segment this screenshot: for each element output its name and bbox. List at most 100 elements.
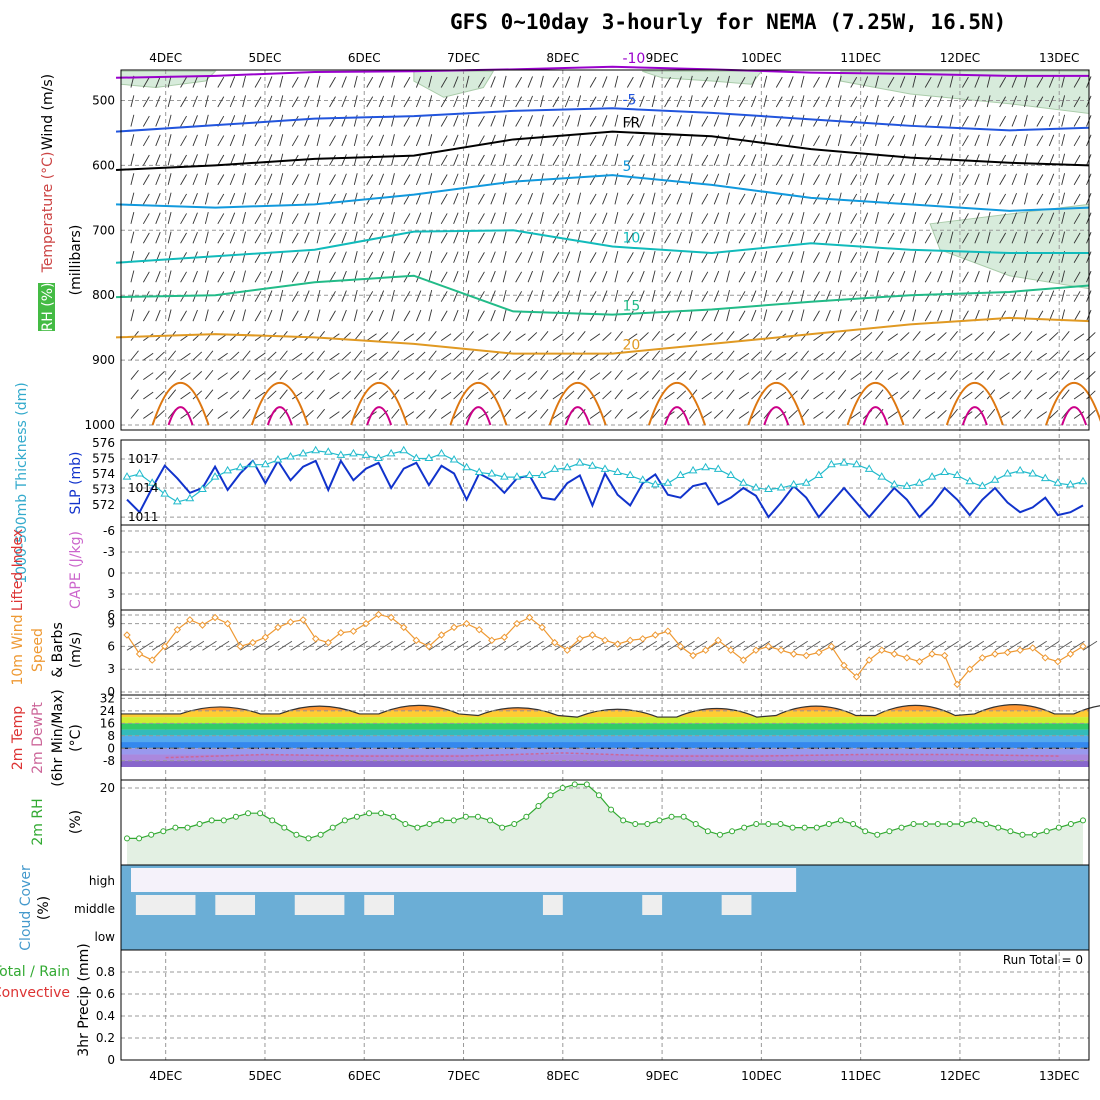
wind-barb: [738, 232, 746, 244]
wind-barb: [788, 290, 794, 302]
wind-barb: [614, 369, 623, 380]
wind-barb: [763, 350, 772, 361]
thickness-point: [349, 448, 358, 457]
wind-barb: [850, 252, 858, 263]
wind-barb: [378, 251, 385, 263]
wind-barb: [726, 331, 735, 341]
date-label-bottom: 9DEC: [646, 1069, 679, 1083]
wind-barb: [875, 114, 879, 127]
wind-barb: [937, 371, 947, 380]
wind-barb: [1036, 352, 1047, 361]
wind-barb: [378, 76, 385, 88]
wind-barb: [614, 134, 619, 147]
rh-point: [995, 824, 1002, 831]
wind-barb: [155, 390, 165, 400]
wind-barb: [217, 232, 225, 244]
wind-barb: [887, 174, 895, 186]
wind-barb: [440, 391, 452, 400]
wind-speed-point: [651, 631, 660, 639]
wind-barb: [515, 391, 526, 400]
wind-barb: [254, 96, 262, 108]
wind-barb: [962, 213, 969, 225]
wind-barb: [974, 270, 980, 283]
thickness-point: [160, 489, 170, 497]
wind-barb: [478, 232, 485, 244]
cloud-unit-label: (%): [36, 896, 52, 920]
wind-barb: [490, 154, 496, 166]
wind-barb: [180, 135, 187, 147]
thickness-point: [1015, 465, 1025, 474]
wind-barb: [788, 351, 798, 361]
wind-barb: [242, 270, 246, 283]
wind-barb: [490, 290, 496, 302]
wind-barb: [577, 173, 582, 185]
date-label-bottom: 6DEC: [348, 1069, 381, 1083]
wind-barb: [416, 332, 426, 341]
wind-barb: [403, 352, 415, 361]
wind-barb: [130, 114, 135, 127]
wind-barb: [490, 309, 496, 322]
wind-barb: [142, 115, 150, 127]
wind-barb: [751, 193, 757, 205]
wind-barb: [912, 369, 921, 380]
thickness-point: [965, 476, 975, 485]
rh-point: [426, 821, 433, 827]
rh-point: [414, 824, 421, 831]
wind-barb-10m: [353, 640, 368, 651]
wind-barb: [329, 174, 336, 186]
wind-barb: [564, 371, 575, 380]
wind-barb: [353, 408, 363, 419]
wind-speed-point: [538, 623, 546, 632]
wind-barb: [850, 213, 858, 225]
wind-barb: [701, 411, 712, 419]
wind-barb: [1061, 153, 1066, 166]
rh-shading: [929, 203, 1090, 290]
wind-barb: [751, 76, 757, 88]
slp-line: [126, 458, 1084, 519]
rh-point: [958, 821, 965, 827]
rh-point: [644, 821, 651, 827]
thickness-label: 1000-500mb Thickness (dm): [14, 382, 30, 583]
temp-contour-25: [1045, 381, 1100, 426]
rh-point: [124, 835, 130, 842]
wind-barb: [204, 95, 209, 108]
wind-barb: [899, 231, 906, 244]
wind-barb: [527, 212, 533, 224]
wind-barb: [887, 252, 895, 263]
rh-shading: [413, 70, 495, 98]
wind-barb: [403, 333, 415, 341]
wind-barb: [850, 154, 858, 166]
wind-barb: [651, 331, 661, 341]
wind-barb: [428, 289, 433, 302]
wind-barb: [155, 409, 165, 419]
wind-speed-point: [374, 610, 383, 619]
wind-barb: [626, 310, 634, 322]
wind-barb: [552, 76, 560, 88]
wind-barb: [602, 332, 612, 341]
wind-barb: [614, 389, 623, 400]
wind-barb: [701, 333, 712, 341]
wind-barb: [751, 115, 757, 127]
wind-barb: [1024, 95, 1028, 108]
wind-barb: [924, 115, 932, 127]
wind-barb: [552, 213, 560, 225]
wind-barb: [602, 115, 608, 127]
wind-barb: [1048, 76, 1055, 88]
wind-barb: [962, 115, 969, 127]
wind-barb: [204, 153, 209, 166]
wind-barb: [502, 75, 507, 88]
wind-barb: [1048, 212, 1055, 224]
wind-barb: [837, 212, 842, 224]
wind-barb: [267, 154, 273, 166]
wind-barb: [378, 332, 389, 341]
rh-point: [535, 803, 542, 809]
wind-barb: [192, 193, 198, 205]
wind-barb: [887, 391, 899, 400]
wind-barb: [155, 173, 161, 186]
thickness-point: [764, 484, 773, 492]
wind-barb: [962, 391, 973, 400]
wind-barb: [676, 154, 682, 166]
wind-barb: [974, 76, 980, 88]
wind-barb: [180, 232, 187, 244]
wind-barb: [490, 351, 500, 361]
